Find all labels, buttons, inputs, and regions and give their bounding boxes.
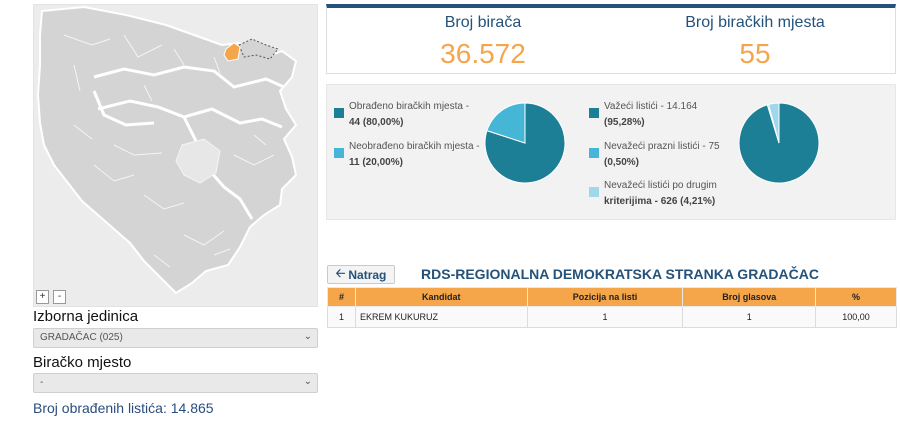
column-header[interactable]: Broj glasova bbox=[682, 287, 817, 307]
table-cell: 1 bbox=[682, 306, 817, 328]
legend-line: Nevažeći prazni listići - 75 bbox=[604, 141, 720, 152]
legend-swatch bbox=[589, 108, 599, 118]
legend-empty: Nevažeći prazni listići - 75 (0,50%) bbox=[589, 139, 720, 171]
table-cell: 1 bbox=[526, 306, 684, 328]
sarajevo-region bbox=[175, 138, 221, 184]
entity-border bbox=[92, 65, 285, 220]
party-title: RDS-REGIONALNA DEMOKRATSKA STRANKA GRADA… bbox=[421, 266, 819, 282]
legend-swatch bbox=[334, 148, 344, 158]
column-header[interactable]: Pozicija na listi bbox=[526, 287, 684, 307]
bosnia-map[interactable] bbox=[34, 5, 318, 307]
stats-box: Broj birača 36.572 Broj biračkih mjesta … bbox=[326, 4, 896, 74]
pie-slice[interactable] bbox=[486, 102, 526, 144]
zoom-out-button[interactable]: - bbox=[53, 290, 66, 304]
legend-value: 11 (20,00%) bbox=[349, 157, 403, 168]
map-panel[interactable]: + - bbox=[33, 4, 318, 307]
map-zoom-controls: + - bbox=[36, 290, 66, 304]
station-select[interactable]: - ⌄ bbox=[33, 373, 318, 393]
legend-value: (95,28%) bbox=[604, 117, 645, 128]
legend-line: Neobrađeno biračkih mjesta - bbox=[349, 141, 480, 152]
station-label: Biračko mjesto bbox=[33, 354, 132, 371]
legend-valid: Važeći listići - 14.164 (95,28%) bbox=[589, 99, 697, 131]
stations-stat: Broj biračkih mjesta 55 bbox=[655, 14, 855, 70]
ballots-pie-chart bbox=[738, 102, 820, 184]
legend-unprocessed: Neobrađeno biračkih mjesta - 11 (20,00%) bbox=[334, 139, 480, 171]
zoom-in-button[interactable]: + bbox=[36, 290, 49, 304]
arrow-left-icon: 🡠 bbox=[335, 266, 346, 280]
voters-stat: Broj birača 36.572 bbox=[383, 14, 583, 70]
municipality-borders bbox=[63, 34, 275, 268]
chevron-down-icon: ⌄ bbox=[303, 331, 312, 342]
processed-ballots-count: Broj obrađenih listića: 14.865 bbox=[33, 400, 214, 416]
table-cell: 1 bbox=[327, 306, 356, 328]
table-cell: 100,00 bbox=[815, 306, 897, 328]
column-header[interactable]: # bbox=[327, 287, 356, 307]
unit-select-value: GRADAČAC (025) bbox=[40, 332, 123, 343]
unit-select[interactable]: GRADAČAC (025) ⌄ bbox=[33, 328, 318, 348]
legend-value: 44 (80,00%) bbox=[349, 117, 404, 128]
table-cell: EKREM KUKURUZ bbox=[354, 306, 528, 328]
unit-label: Izborna jedinica bbox=[33, 308, 139, 325]
brcko-district bbox=[238, 38, 279, 60]
column-header[interactable]: Kandidat bbox=[354, 287, 528, 307]
legend-processed: Obrađeno biračkih mjesta - 44 (80,00%) bbox=[334, 99, 469, 131]
table-row[interactable]: 1 EKREM KUKURUZ 1 1 100,00 bbox=[327, 306, 897, 328]
legend-value: (0,50%) bbox=[604, 157, 640, 168]
legend-invalid-other: Nevažeći listići po drugim kriterijima - … bbox=[589, 178, 717, 210]
legend-line: Obrađeno biračkih mjesta - bbox=[349, 101, 470, 112]
back-button[interactable]: 🡠 Natrag bbox=[327, 265, 395, 284]
pie-slice[interactable] bbox=[767, 102, 780, 144]
voters-value: 36.572 bbox=[440, 38, 526, 69]
legend-line: Nevažeći listići po drugim bbox=[604, 180, 717, 191]
stations-title: Broj biračkih mjesta bbox=[685, 14, 825, 31]
legend-swatch bbox=[589, 187, 599, 197]
results-table: # Kandidat Pozicija na listi Broj glasov… bbox=[327, 287, 897, 328]
column-header[interactable]: % bbox=[815, 287, 897, 307]
station-select-value: - bbox=[40, 377, 44, 388]
legend-value: kriterijima - 626 (4,21%) bbox=[604, 196, 716, 207]
legend-swatch bbox=[589, 148, 599, 158]
stations-value: 55 bbox=[739, 38, 771, 69]
pie-panel: Obrađeno biračkih mjesta - 44 (80,00%) Ne… bbox=[326, 84, 896, 220]
legend-swatch bbox=[334, 108, 344, 118]
back-button-label: Natrag bbox=[348, 267, 387, 282]
gradacac-selected[interactable] bbox=[223, 42, 241, 62]
stations-pie-chart bbox=[484, 102, 566, 184]
table-header-row: # Kandidat Pozicija na listi Broj glasov… bbox=[327, 287, 897, 307]
chevron-down-icon: ⌄ bbox=[303, 376, 312, 387]
legend-line: Važeći listići - 14.164 bbox=[604, 101, 698, 112]
voters-title: Broj birača bbox=[444, 14, 522, 31]
